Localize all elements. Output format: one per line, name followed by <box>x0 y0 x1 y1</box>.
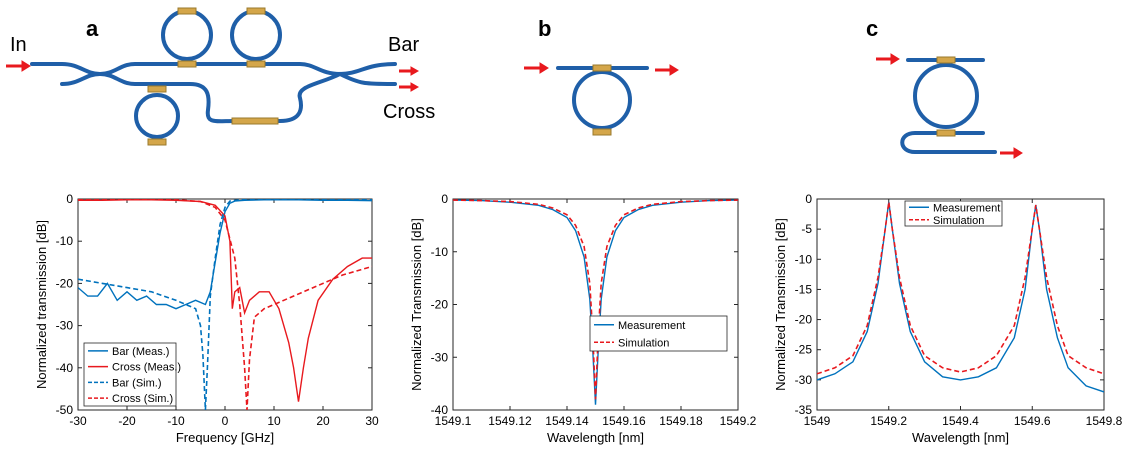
legend-box <box>83 342 177 407</box>
x-tick-label: 1549.18 <box>659 414 703 428</box>
y-tick-label: -50 <box>56 403 74 417</box>
x-tick-label: -30 <box>69 414 87 428</box>
series-line-cross-sim <box>78 199 372 410</box>
chart-b: 1549.1 1549.12 1549.14 1549.16 1549.18 1549.2… <box>409 192 757 445</box>
x-tick-label: 1549.6 <box>1014 414 1051 428</box>
y-tick-label: -10 <box>56 234 74 248</box>
y-tick-label: -40 <box>56 361 74 375</box>
y-tick-label: -20 <box>56 276 74 290</box>
waveguides-a <box>30 9 397 139</box>
y-tick-label: -10 <box>795 252 813 266</box>
y-axis-label: Normalized Transmission [dB] <box>773 218 788 391</box>
panel-letter-b: b <box>538 16 551 41</box>
x-tick-label: -20 <box>118 414 136 428</box>
x-axis-label: Wavelength [nm] <box>912 430 1009 445</box>
x-axis-label: Wavelength [nm] <box>547 430 644 445</box>
y-tick-label: 0 <box>66 192 73 206</box>
panel-letter-a: a <box>86 16 99 41</box>
series-line-simulation <box>453 199 738 400</box>
y-axis-label: Normalized transmission [dB] <box>34 220 49 389</box>
y-axis-label: Normalized Transmission [dB] <box>409 218 424 391</box>
heaters-b <box>592 64 612 136</box>
legend-label: Measurement <box>933 202 1000 214</box>
x-tick-label: 1549.4 <box>942 414 979 428</box>
schematic-b: b <box>524 16 679 136</box>
y-tick-label: -20 <box>431 298 449 312</box>
plot-area <box>816 198 1105 411</box>
x-tick-label: -10 <box>167 414 185 428</box>
legend-label: Bar (Sim.) <box>112 377 162 389</box>
series-line-measurement <box>453 199 738 405</box>
legend-label: Cross (Meas.) <box>112 362 181 374</box>
y-tick-label: -20 <box>795 313 813 327</box>
x-tick-label: 1549.2 <box>720 414 757 428</box>
legend-label: Cross (Sim.) <box>112 393 173 405</box>
x-tick-label: 1549.2 <box>870 414 907 428</box>
y-tick-label: -40 <box>431 403 449 417</box>
arrows-c <box>876 53 1023 159</box>
y-tick-label: -15 <box>795 282 813 296</box>
port-label-bar: Bar <box>388 34 419 56</box>
y-tick-label: -35 <box>795 403 813 417</box>
legend-box <box>589 315 728 352</box>
legend-label: Simulation <box>933 215 984 227</box>
y-tick-label: -10 <box>431 245 449 259</box>
legend-label: Bar (Meas.) <box>112 346 169 358</box>
y-tick-label: -25 <box>795 343 813 357</box>
x-axis-label: Frequency [GHz] <box>176 430 274 445</box>
y-tick-label: -30 <box>795 373 813 387</box>
y-tick-label: -30 <box>56 319 74 333</box>
arrows-b <box>524 62 679 76</box>
x-tick-label: 1549.8 <box>1086 414 1123 428</box>
series-line-simulation <box>817 201 1104 375</box>
y-tick-label: -30 <box>431 350 449 364</box>
waveguides-b <box>556 66 649 130</box>
schematic-a: a In Bar Cross <box>6 7 435 146</box>
port-label-cross: Cross <box>383 101 435 123</box>
chart-a: -30 -20 -10 0 10 20 30 0 -10 -20 -30 -40 -50 Frequenc… <box>34 192 379 445</box>
series-line-measurement <box>817 201 1104 393</box>
legend-label: Simulation <box>618 337 669 349</box>
x-tick-label: 1549.14 <box>545 414 589 428</box>
x-tick-label: 10 <box>267 414 281 428</box>
x-tick-label: 1549.1 <box>435 414 472 428</box>
x-tick-label: 30 <box>365 414 379 428</box>
y-tick-label: 0 <box>441 192 448 206</box>
legend-label: Measurement <box>618 320 685 332</box>
heaters-c <box>936 56 956 137</box>
x-tick-label: 0 <box>222 414 229 428</box>
plot-area <box>452 198 739 411</box>
x-tick-label: 1549 <box>804 414 831 428</box>
x-tick-label: 1549.16 <box>602 414 646 428</box>
x-tick-label: 20 <box>316 414 330 428</box>
schematic-c: c <box>866 16 1023 159</box>
chart-c: 1549 1549.2 1549.4 1549.6 1549.8 0 -5 -10 -15 -20… <box>773 192 1123 445</box>
x-tick-label: 1549.12 <box>488 414 532 428</box>
legend-box <box>904 200 1003 227</box>
y-tick-label: -5 <box>801 222 812 236</box>
waveguides-c <box>900 58 997 154</box>
series-line-bar-sim <box>78 199 372 410</box>
y-tick-label: 0 <box>805 192 812 206</box>
panel-letter-c: c <box>866 16 878 41</box>
arrows-a <box>6 60 420 92</box>
heaters-a <box>147 7 279 146</box>
port-label-in: In <box>10 34 27 56</box>
